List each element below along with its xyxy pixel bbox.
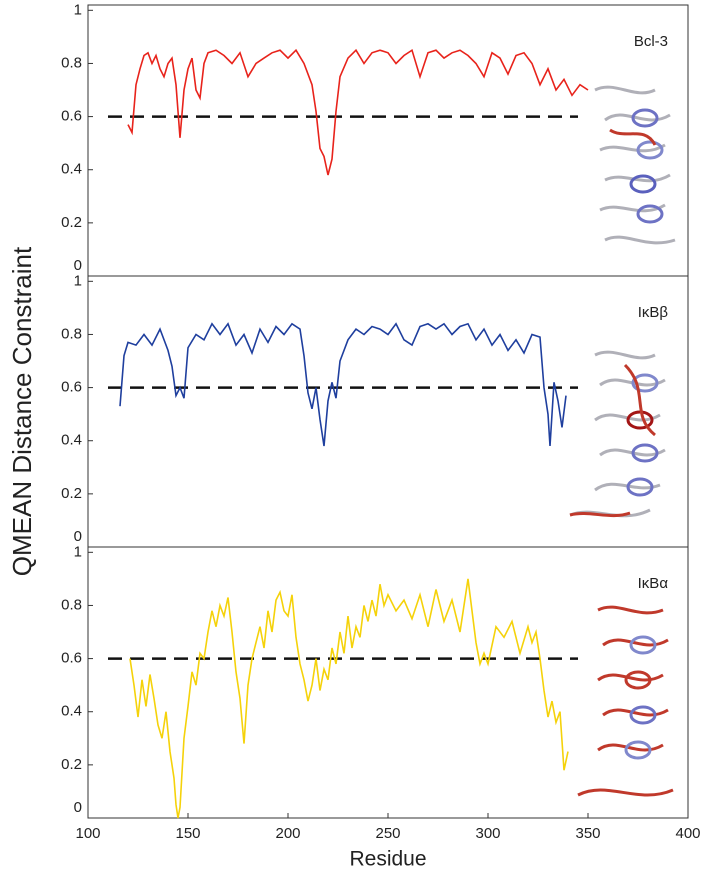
y-tick-label: 0 [74, 799, 82, 816]
y-tick-label: 0.8 [61, 54, 82, 71]
x-tick-label: 400 [675, 825, 700, 842]
y-tick-label: 1 [74, 543, 82, 560]
x-tick-label: 300 [475, 825, 500, 842]
y-tick-label: 0.2 [61, 756, 82, 773]
x-tick-label: 150 [175, 825, 200, 842]
y-tick-label: 0.2 [61, 214, 82, 231]
series-label: IκBα [638, 575, 669, 592]
x-axis-label: Residue [349, 848, 426, 871]
y-tick-label: 0.8 [61, 325, 82, 342]
series-label: IκBβ [638, 304, 669, 321]
y-tick-label: 0.2 [61, 485, 82, 502]
panel-frame [87, 275, 689, 548]
data-line [127, 48, 589, 176]
y-tick-label: 0.4 [61, 703, 82, 720]
y-tick-label: 0.4 [61, 432, 82, 449]
y-tick-label: 0.6 [61, 650, 82, 667]
y-tick-label: 0.6 [61, 108, 82, 125]
y-tick-label: 0 [74, 257, 82, 274]
y-tick-label: 1 [74, 272, 82, 289]
y-tick-label: 0.6 [61, 379, 82, 396]
x-tick-label: 100 [75, 825, 100, 842]
x-tick-label: 200 [275, 825, 300, 842]
panel-frame [87, 546, 689, 819]
data-line [119, 322, 567, 447]
y-tick-label: 0 [74, 528, 82, 545]
y-axis-label: QMEAN Distance Constraint [7, 246, 37, 576]
x-tick-label: 350 [575, 825, 600, 842]
y-tick-label: 0.4 [61, 161, 82, 178]
y-tick-label: 0.8 [61, 596, 82, 613]
data-line [129, 578, 569, 819]
series-label: Bcl-3 [634, 33, 668, 50]
x-tick-label: 250 [375, 825, 400, 842]
protein-structures [569, 85, 676, 797]
panel-frame [87, 4, 689, 277]
y-tick-label: 1 [74, 1, 82, 18]
